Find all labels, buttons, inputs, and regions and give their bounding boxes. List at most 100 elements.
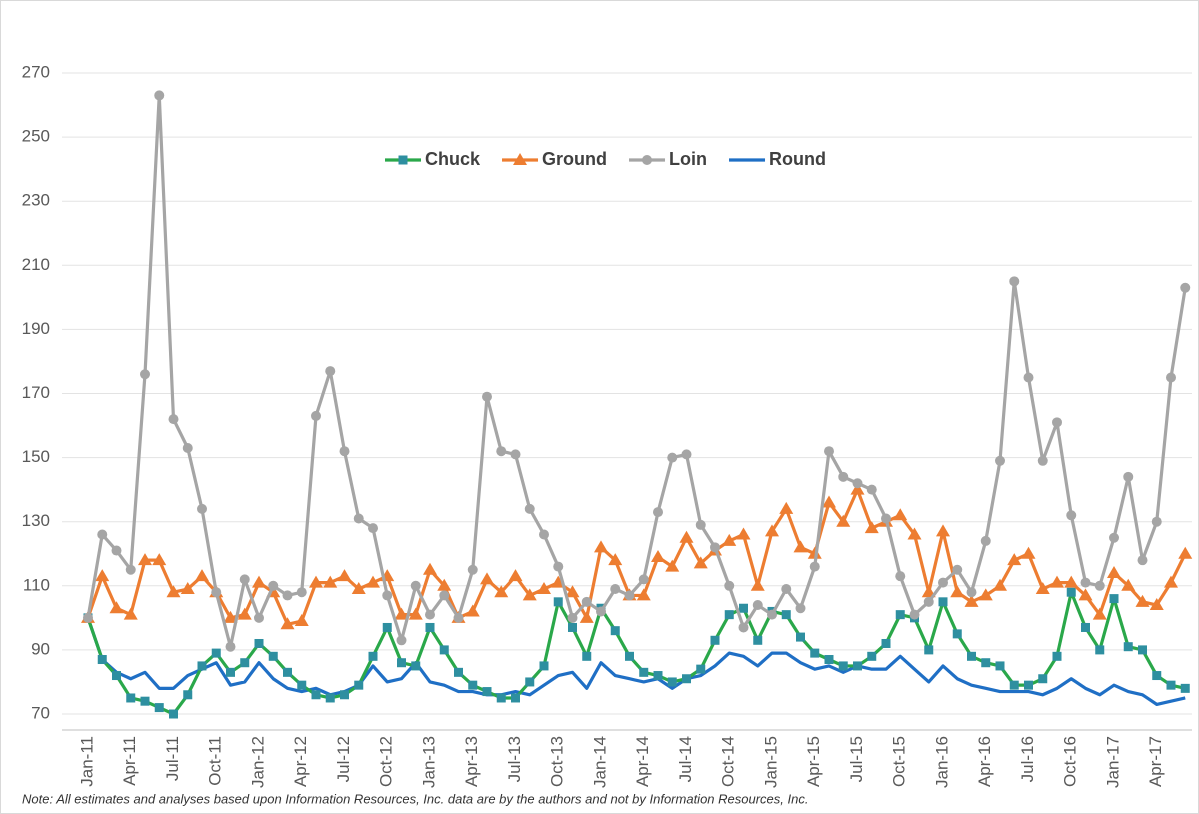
marker [282,590,293,601]
marker [168,414,179,425]
marker [923,596,934,607]
x-tick-label: Jul-14 [676,736,695,782]
marker [952,564,963,575]
marker [239,574,250,585]
x-tick-label: Oct-13 [548,736,567,787]
marker [1109,594,1119,604]
marker [1107,565,1121,578]
marker [724,610,734,620]
marker [211,648,221,658]
marker [796,632,805,642]
marker [753,635,763,645]
x-tick-label: Apr-17 [1146,736,1165,787]
marker [140,696,150,706]
marker [1095,645,1105,655]
marker [936,524,950,537]
marker [425,609,435,620]
marker [895,571,906,582]
marker [1137,555,1148,566]
marker [1035,582,1050,595]
marker [195,569,209,582]
marker [810,648,820,658]
x-tick-label: Jul-11 [163,736,182,781]
marker [223,610,238,623]
marker [594,540,608,553]
marker [568,622,577,632]
marker [513,153,528,165]
y-tick-label: 270 [22,62,50,81]
marker [480,572,494,585]
marker [809,561,820,572]
x-tick-label: Jan-11 [77,736,96,787]
x-tick-label: Apr-16 [975,736,994,787]
marker [1094,580,1105,591]
marker [525,677,535,687]
marker [795,603,806,614]
marker [125,564,136,575]
marker [824,446,834,457]
marker [750,578,765,591]
marker [1066,510,1077,521]
y-tick-label: 210 [22,255,50,274]
marker [642,155,653,165]
marker [1023,372,1034,383]
marker [553,561,564,572]
marker [340,690,349,700]
marker [1151,516,1162,527]
marker [610,626,620,636]
marker [710,542,720,553]
marker [522,588,537,601]
marker [1138,645,1147,655]
marker [439,590,450,601]
marker [1081,622,1090,632]
marker [625,651,634,661]
marker [724,580,735,591]
marker [398,155,408,165]
x-tick-label: Oct-14 [719,736,738,787]
marker [1021,546,1036,559]
marker [1038,674,1048,684]
marker [579,610,594,623]
marker [268,580,279,591]
marker [1052,651,1062,661]
marker [1164,575,1178,588]
marker [993,578,1007,591]
marker [567,612,578,623]
marker [152,553,167,566]
marker [995,661,1005,671]
marker [482,391,492,402]
marker [1152,671,1162,681]
legend-label: Loin [669,149,707,169]
y-tick-label: 170 [22,383,50,402]
marker [1123,642,1133,652]
marker [836,514,851,527]
marker [254,638,264,648]
marker [294,614,309,627]
marker [411,661,421,671]
marker [636,588,651,601]
marker [722,533,737,546]
x-tick-label: Jul-15 [847,736,866,782]
marker [653,507,663,518]
marker [638,574,649,585]
marker [138,553,152,566]
marker [1121,578,1136,591]
legend-label: Chuck [425,149,481,169]
marker [695,519,706,530]
marker [895,610,905,620]
marker [182,442,193,453]
marker [97,529,108,540]
marker [681,449,692,460]
marker [881,513,891,524]
marker [822,495,836,508]
marker [639,667,649,677]
marker [1180,282,1191,293]
marker [838,661,848,671]
marker [1037,455,1048,466]
x-tick-label: Oct-11 [206,736,225,786]
marker [1109,532,1119,543]
marker [97,655,107,665]
marker [881,638,891,648]
marker [1166,680,1176,690]
marker [154,703,164,713]
